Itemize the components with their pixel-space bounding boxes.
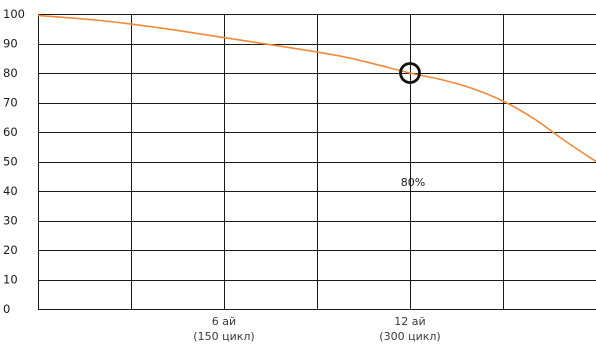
y-tick-label: 80: [3, 66, 18, 80]
y-tick-label: 60: [3, 125, 18, 139]
x-tick-label: 6 ай: [212, 315, 236, 328]
y-tick-label: 40: [3, 184, 18, 198]
y-tick-label: 50: [3, 155, 18, 169]
x-tick-sublabel: (150 цикл): [193, 330, 254, 343]
y-tick-label: 90: [3, 37, 18, 51]
y-tick-label: 100: [3, 7, 25, 21]
highlight-marker: [399, 62, 421, 84]
y-tick-label: 30: [3, 214, 18, 228]
marker-layer: [399, 62, 421, 84]
x-tick-label: 12 ай: [394, 315, 425, 328]
y-tick-label: 10: [3, 273, 18, 287]
series-layer: [37, 14, 596, 163]
vertical-gridlines: [38, 14, 504, 309]
y-tick-label: 20: [3, 243, 18, 257]
y-axis-tick-labels: 0 10 20 30 40 50 60 70 80 90 100: [3, 7, 25, 316]
x-tick-sublabel: (300 цикл): [379, 330, 440, 343]
x-axis-tick-labels: 6 ай (150 цикл) 12 ай (300 цикл): [193, 315, 440, 343]
y-tick-label: 70: [3, 96, 18, 110]
annotation-layer: 80%: [401, 176, 425, 189]
series-line: [37, 14, 596, 163]
y-tick-label: 0: [3, 302, 10, 316]
annotation-label: 80%: [401, 176, 425, 189]
